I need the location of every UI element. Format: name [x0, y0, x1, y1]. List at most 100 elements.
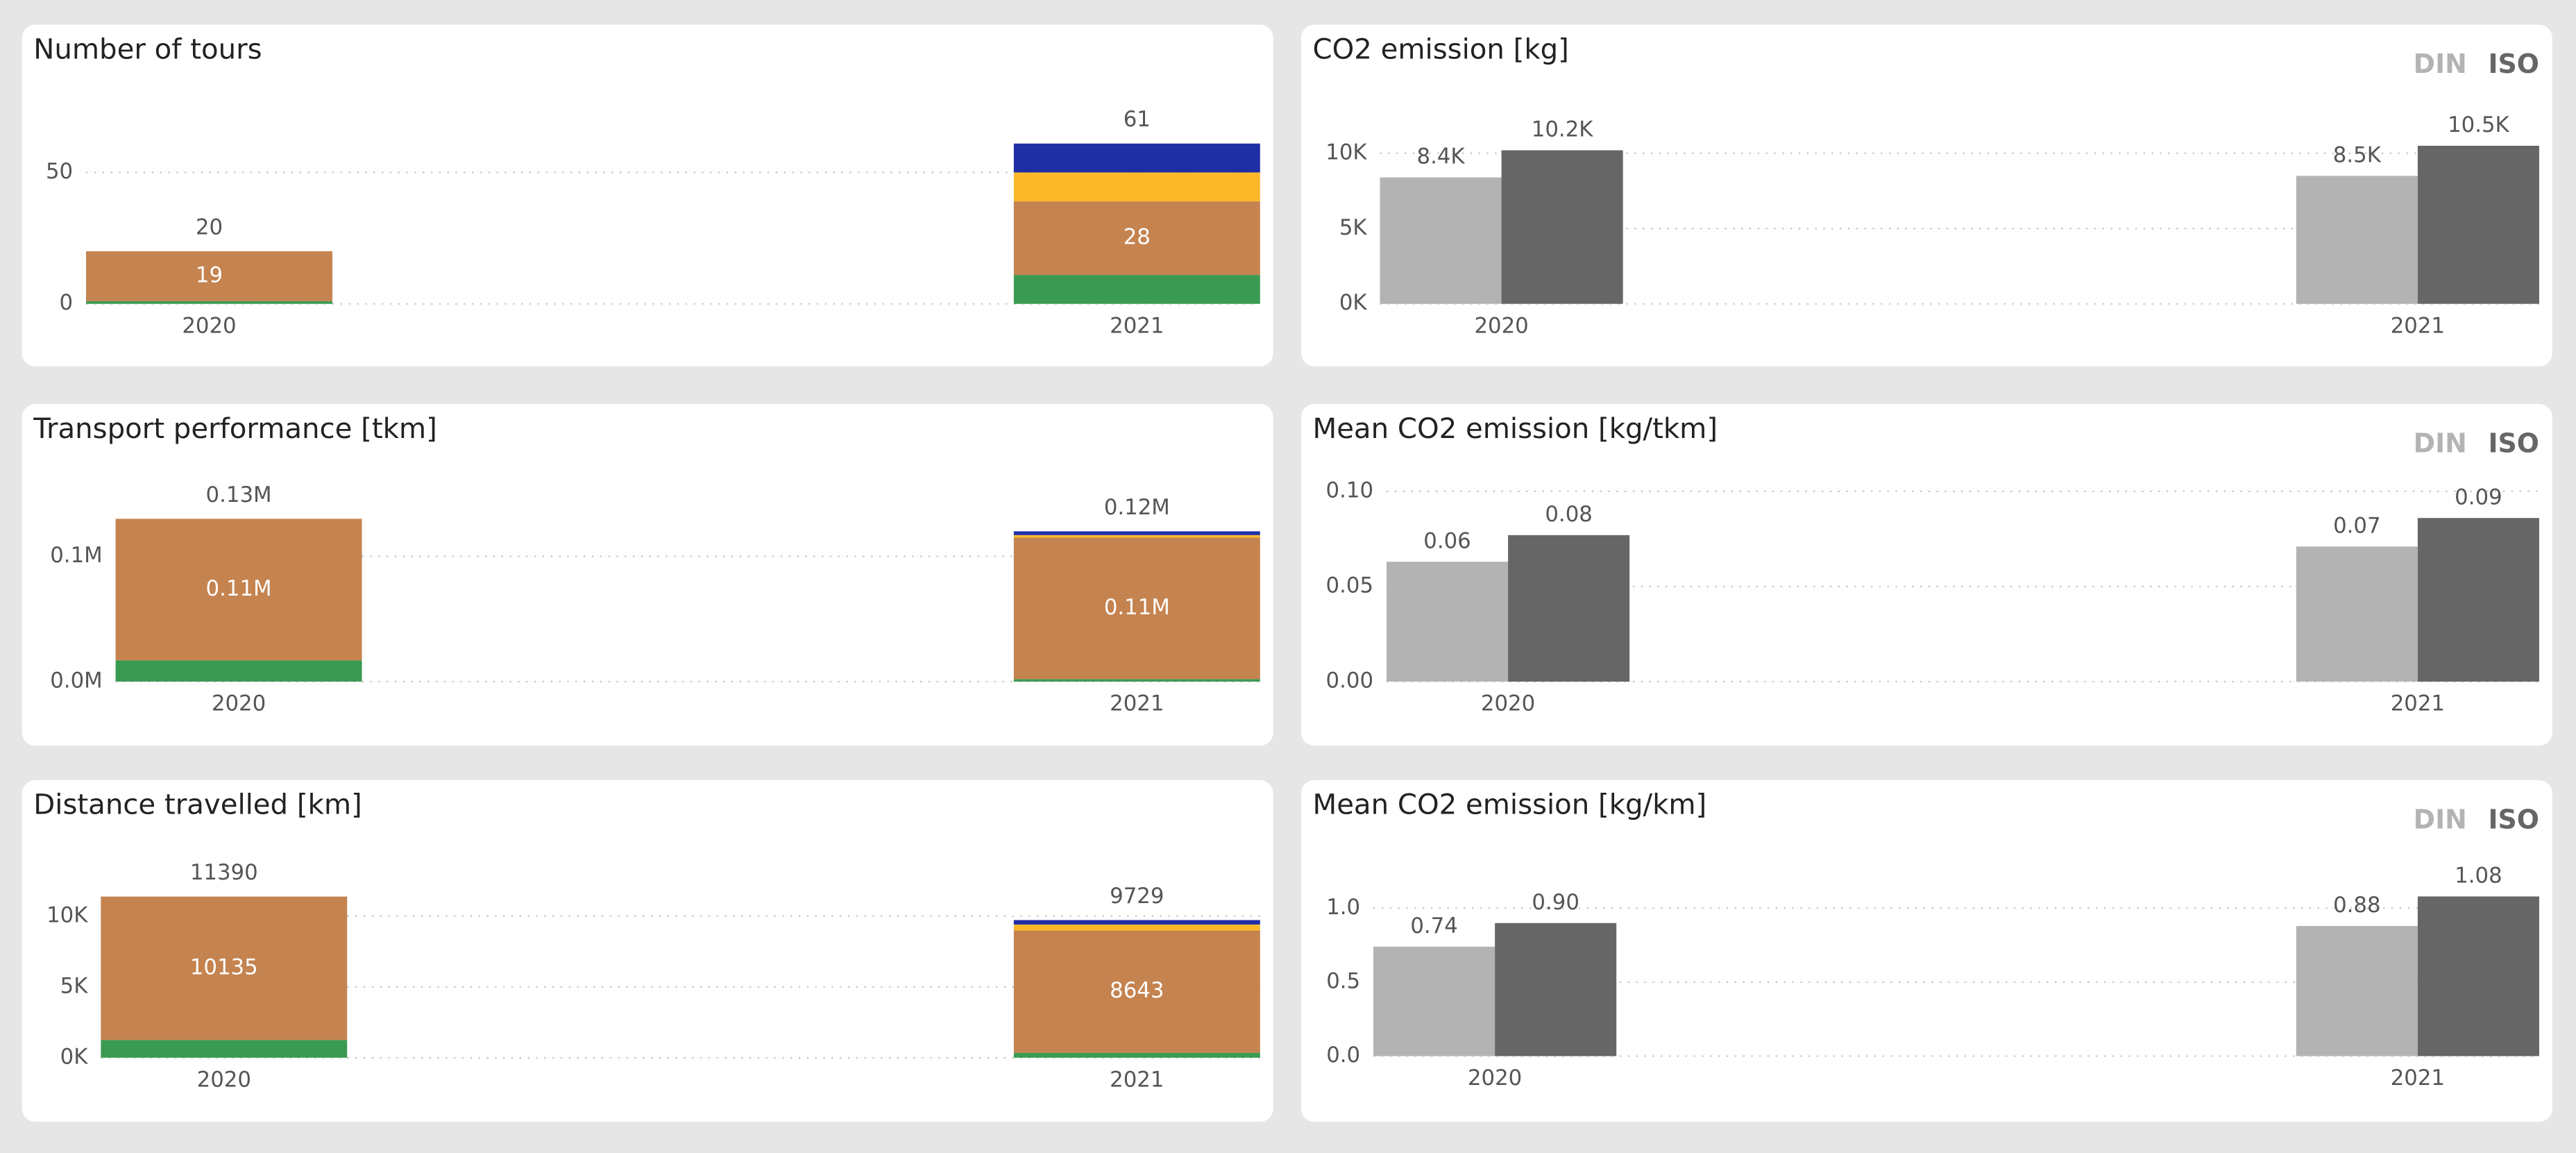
- segment-label: 19: [196, 262, 223, 287]
- x-tick-label: 2021: [2391, 313, 2445, 338]
- y-tick-label: 0.10: [1326, 478, 1373, 503]
- y-tick-label: 10K: [46, 902, 88, 927]
- x-tick-label: 2020: [1481, 691, 1535, 716]
- y-tick-label: 0.05: [1326, 573, 1373, 598]
- x-tick-label: 2020: [197, 1067, 251, 1092]
- bar: [1508, 535, 1630, 682]
- bar-segment: [1013, 172, 1260, 202]
- x-tick-label: 2021: [2391, 691, 2445, 716]
- bar: [1386, 562, 1509, 682]
- total-label: 20: [196, 214, 223, 239]
- bar-segment: [1013, 535, 1260, 538]
- chart-panel: Transport performance [tkm] 0.0M 0.1M 2020 0…: [22, 404, 1273, 746]
- legend-entry: ISO: [2488, 805, 2539, 835]
- chart-panel: Mean CO2 emission [kg/tkm] 0.00 0.05 0.10 20…: [1300, 404, 2552, 746]
- chart-panel: Number of tours 0 50 2020 19 20 2021 28 61: [22, 24, 1273, 367]
- bar-segment: [1013, 679, 1260, 682]
- bar-segment: [1013, 531, 1260, 535]
- data-label: 0.90: [1532, 890, 1579, 915]
- total-label: 11390: [190, 860, 258, 885]
- x-tick-label: 2020: [182, 313, 236, 338]
- y-tick-label: 0.0: [1326, 1043, 1360, 1068]
- data-label: 0.88: [2333, 893, 2380, 918]
- data-label: 0.07: [2333, 513, 2380, 538]
- bar: [2296, 176, 2418, 304]
- x-tick-label: 2021: [2391, 1066, 2445, 1091]
- bar-segment: [86, 251, 332, 301]
- bar: [1373, 946, 1495, 1057]
- segment-label: 0.11M: [1104, 595, 1170, 620]
- data-label: 1.08: [2455, 864, 2502, 889]
- bar: [2296, 546, 2418, 682]
- bar-segment: [1013, 201, 1260, 276]
- bar: [2417, 145, 2539, 304]
- y-tick-label: 5K: [60, 973, 89, 998]
- chart-title: Mean CO2 emission [kg/km]: [1312, 789, 1706, 821]
- y-tick-label: 0: [60, 290, 74, 315]
- x-tick-label: 2021: [1110, 1067, 1164, 1092]
- data-label: 10.5K: [2448, 112, 2509, 137]
- bar: [2296, 926, 2418, 1057]
- y-tick-label: 0.0M: [50, 668, 102, 693]
- bar-segment: [1013, 920, 1260, 925]
- y-tick-label: 0K: [60, 1044, 89, 1069]
- chart-panel: Mean CO2 emission [kg/km] 0.0 0.5 1.0 2020 0.…: [1300, 780, 2552, 1122]
- bar-segment: [1013, 537, 1260, 680]
- segment-label: 28: [1124, 225, 1151, 250]
- y-tick-label: 0.00: [1326, 668, 1373, 693]
- total-label: 61: [1124, 107, 1151, 132]
- chart-panel: CO2 emission [kg] 0K 5K 10K 2020 8.4K 10.2K 202…: [1300, 24, 2552, 367]
- bar-segment: [1013, 1052, 1260, 1058]
- bar-segment: [101, 1040, 348, 1058]
- x-tick-label: 2021: [1110, 691, 1164, 716]
- y-tick-label: 0.5: [1326, 968, 1360, 993]
- bar-segment: [1013, 143, 1260, 173]
- data-label: 8.5K: [2333, 142, 2382, 167]
- bar: [2417, 896, 2539, 1057]
- bar: [2417, 518, 2539, 682]
- data-label: 0.06: [1423, 528, 1471, 553]
- bar-segment: [1013, 930, 1260, 1053]
- bar: [1501, 150, 1623, 304]
- legend-entry: ISO: [2488, 49, 2539, 79]
- data-label: 8.4K: [1417, 144, 1466, 169]
- panel-background: [22, 24, 1273, 367]
- chart-title: Transport performance [tkm]: [33, 413, 437, 445]
- y-tick-label: 10K: [1325, 140, 1367, 165]
- chart-title: Mean CO2 emission [kg/tkm]: [1312, 413, 1718, 445]
- legend-entry: DIN: [2414, 49, 2467, 79]
- legend-entry: ISO: [2488, 428, 2539, 459]
- data-label: 0.08: [1545, 502, 1592, 527]
- bar-segment: [1013, 275, 1260, 304]
- data-label: 0.09: [2455, 485, 2502, 510]
- x-tick-label: 2020: [212, 691, 266, 716]
- bar-segment: [86, 301, 332, 304]
- y-tick-label: 0K: [1339, 290, 1368, 315]
- chart-title: CO2 emission [kg]: [1312, 33, 1568, 65]
- bar-segment: [115, 519, 362, 661]
- total-label: 0.13M: [206, 482, 272, 507]
- y-tick-label: 5K: [1339, 215, 1368, 240]
- segment-label: 0.11M: [206, 576, 272, 601]
- segment-label: 8643: [1110, 978, 1164, 1003]
- x-tick-label: 2021: [1110, 313, 1164, 338]
- total-label: 0.12M: [1104, 495, 1170, 520]
- legend-entry: DIN: [2414, 428, 2467, 459]
- bar: [1495, 923, 1617, 1057]
- x-tick-label: 2020: [1468, 1066, 1522, 1091]
- data-label: 0.74: [1410, 914, 1457, 939]
- y-tick-label: 50: [46, 159, 73, 184]
- bar-segment: [115, 660, 362, 682]
- bar-segment: [1013, 924, 1260, 931]
- y-tick-label: 1.0: [1326, 895, 1360, 920]
- data-label: 10.2K: [1532, 117, 1593, 142]
- total-label: 9729: [1110, 884, 1164, 909]
- legend-entry: DIN: [2414, 805, 2467, 835]
- bar: [1380, 177, 1502, 304]
- segment-label: 10135: [190, 954, 258, 979]
- chart-title: Distance travelled [km]: [33, 789, 362, 821]
- chart-panel: Distance travelled [km] 0K 5K 10K 2020 10135 1…: [22, 780, 1273, 1122]
- bar-segment: [101, 896, 348, 1041]
- y-tick-label: 0.1M: [50, 543, 102, 568]
